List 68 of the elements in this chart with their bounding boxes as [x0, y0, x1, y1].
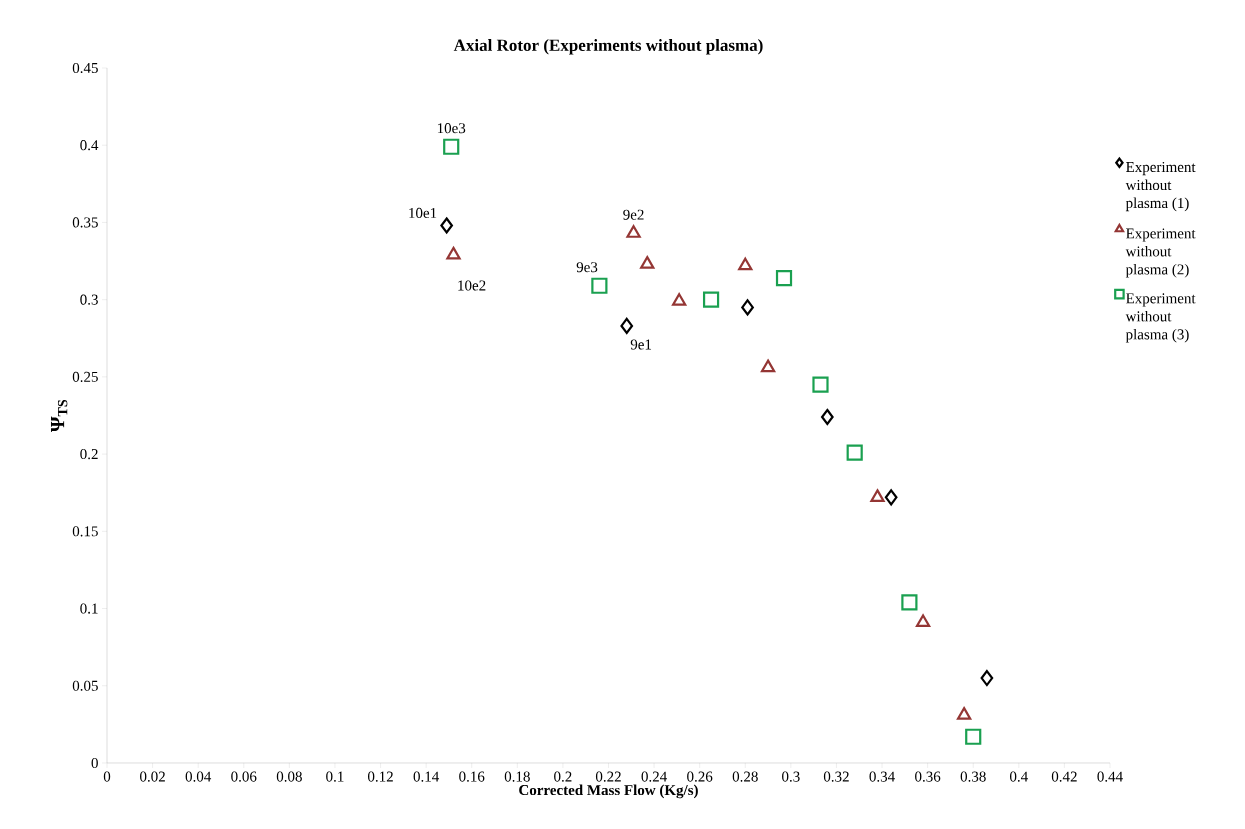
point: [640, 256, 655, 269]
point: [760, 359, 776, 373]
x-tick-label: 0.22: [595, 771, 621, 782]
point: [956, 707, 972, 720]
point: [870, 489, 885, 502]
y-tick-label: 0: [91, 757, 98, 769]
y-tick-label: 0.2: [80, 449, 98, 460]
x-tick-label: 0.4: [1010, 771, 1028, 782]
annotation: 10e1: [409, 207, 437, 218]
legend-label: Experiment without plasma (3): [1125, 293, 1196, 343]
y-tick-label: 0.35: [72, 217, 98, 228]
x-tick-label: 0.3: [782, 771, 800, 782]
annotation: 10e2: [458, 280, 486, 291]
point: [884, 489, 898, 506]
point: [915, 614, 931, 628]
y-tick-label: 0.25: [72, 371, 98, 382]
x-tick-label: 0.16: [459, 771, 485, 782]
x-tick-label: 0.42: [1051, 771, 1077, 782]
point: [738, 257, 753, 271]
point: [591, 277, 608, 294]
x-tick-label: 0.02: [140, 771, 165, 782]
y-tick-label: 0.1: [80, 603, 98, 614]
x-tick-label: 0.36: [915, 771, 941, 782]
point: [702, 291, 720, 308]
x-tick-label: 0.38: [960, 771, 986, 782]
x-tick-label: 0.04: [185, 771, 212, 782]
point: [965, 728, 982, 745]
x-tick-label: 0.44: [1097, 771, 1123, 782]
x-tick-label: 0.28: [732, 771, 758, 782]
annotation: 9e1: [630, 339, 652, 350]
point: [446, 246, 461, 260]
point: [820, 408, 834, 426]
point: [846, 444, 863, 461]
point: [812, 376, 829, 393]
y-tick-label: 0.4: [80, 140, 99, 151]
x-tick-label: 0.2: [554, 771, 572, 782]
point: [741, 299, 754, 316]
y-tick-label: 0.45: [72, 62, 98, 74]
point: [440, 217, 454, 234]
x-tick-label: 0.26: [687, 771, 713, 782]
legend-label: Experiment without plasma (2): [1125, 228, 1196, 278]
x-tick-label: 0.18: [504, 771, 530, 782]
point: [901, 594, 918, 611]
x-tick-label: 0.24: [641, 771, 667, 782]
annotation: 9e3: [576, 262, 598, 273]
x-tick-label: 0.1: [326, 771, 344, 782]
y-tick-label: 0.15: [72, 526, 98, 537]
legend-label: Experiment without plasma (1): [1125, 162, 1196, 212]
annotation: 9e2: [623, 209, 644, 220]
y-tick-label: 0.05: [72, 680, 98, 691]
x-tick-label: 0.14: [413, 771, 440, 782]
point: [620, 317, 634, 335]
y-axis-title: Ψ$_{TS}$: [51, 399, 68, 433]
point: [775, 269, 793, 287]
x-tick-label: 0.08: [276, 771, 302, 782]
point: [443, 138, 460, 155]
x-tick-label: 0.34: [869, 771, 895, 782]
x-axis-title: Corrected Mass Flow (Kg/s): [519, 784, 698, 799]
x-tick-label: 0.06: [231, 771, 257, 782]
y-tick-label: 0.3: [80, 294, 98, 305]
point: [980, 669, 994, 687]
chart-title: Axial Rotor (Experiments without plasma): [453, 39, 763, 55]
x-tick-label: 0.32: [823, 771, 849, 782]
x-tick-label: 0.12: [367, 771, 393, 782]
point: [672, 293, 687, 306]
point: [626, 225, 641, 238]
annotation: 10e3: [437, 123, 466, 134]
x-tick-label: 0: [103, 771, 111, 782]
